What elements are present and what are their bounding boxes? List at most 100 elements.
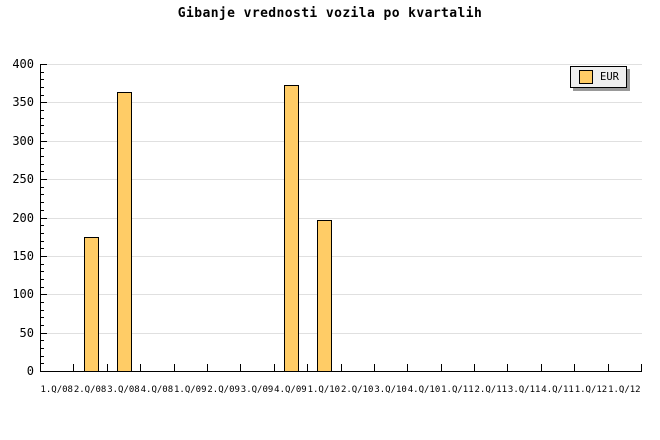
x-axis-tick bbox=[73, 364, 74, 371]
legend: EUR bbox=[570, 66, 627, 88]
y-axis-minor-tick bbox=[41, 125, 44, 126]
x-axis-tick-label: 1.Q/12 bbox=[574, 385, 608, 395]
x-axis-tick bbox=[307, 364, 308, 371]
y-axis-minor-tick bbox=[41, 287, 44, 288]
gridline bbox=[41, 294, 642, 295]
gridline bbox=[41, 333, 642, 334]
y-axis-minor-tick bbox=[41, 156, 44, 157]
x-axis-tick bbox=[174, 364, 175, 371]
y-axis-minor-tick bbox=[41, 340, 44, 341]
y-axis-minor-tick bbox=[41, 95, 44, 96]
x-axis-tick-label: 1.Q/08 bbox=[40, 385, 73, 395]
x-axis-tick-label: 1.Q/11 bbox=[441, 385, 474, 395]
x-axis-tick bbox=[541, 364, 542, 371]
y-axis-tick-label: 200 bbox=[12, 211, 34, 225]
x-axis-tick-label: 3.Q/10 bbox=[374, 385, 407, 395]
gridline bbox=[41, 102, 642, 103]
x-axis-tick bbox=[341, 364, 342, 371]
gridline bbox=[41, 256, 642, 257]
gridline bbox=[41, 218, 642, 219]
x-axis-tick bbox=[574, 364, 575, 371]
y-axis-tick-label: 300 bbox=[12, 134, 34, 148]
y-axis-major-tick bbox=[41, 294, 47, 295]
y-axis-major-tick bbox=[41, 179, 47, 180]
x-axis-tick bbox=[274, 364, 275, 371]
chart-title: Gibanje vrednosti vozila po kvartalih bbox=[177, 6, 483, 21]
y-axis-minor-tick bbox=[41, 202, 44, 203]
y-axis-minor-tick bbox=[41, 248, 44, 249]
y-axis-major-tick bbox=[41, 64, 47, 65]
y-axis-minor-tick bbox=[41, 133, 44, 134]
y-axis-minor-tick bbox=[41, 264, 44, 265]
y-axis-minor-tick bbox=[41, 310, 44, 311]
y-axis-tick-label: 100 bbox=[12, 287, 34, 301]
x-axis-tick-label: 1.Q/10 bbox=[307, 385, 341, 395]
y-axis-tick-label: 150 bbox=[12, 249, 34, 263]
x-axis-tick-label: 2.Q/08 bbox=[73, 385, 107, 395]
x-axis-tick-label: 2.Q/10 bbox=[340, 385, 374, 395]
y-axis-minor-tick bbox=[41, 271, 44, 272]
x-axis-tick-label: 3.Q/09 bbox=[240, 385, 274, 395]
legend-series-label: EUR bbox=[600, 71, 619, 83]
y-axis-major-tick bbox=[41, 333, 47, 334]
x-axis-tick-label: 3.Q/08 bbox=[107, 385, 140, 395]
y-axis-major-tick bbox=[41, 218, 47, 219]
y-axis-minor-tick bbox=[41, 171, 44, 172]
bar-4.Q/09 bbox=[284, 85, 299, 371]
x-axis-tick bbox=[107, 364, 108, 371]
y-axis-minor-tick bbox=[41, 233, 44, 234]
y-axis-minor-tick bbox=[41, 279, 44, 280]
x-axis-tick-label: 2.Q/11 bbox=[474, 385, 508, 395]
y-axis-major-tick bbox=[41, 102, 47, 103]
y-axis-tick-label: 0 bbox=[26, 364, 34, 378]
x-axis-tick bbox=[507, 364, 508, 371]
y-axis-minor-tick bbox=[41, 363, 44, 364]
bar-1.Q/10 bbox=[317, 220, 332, 371]
y-axis-minor-tick bbox=[41, 325, 44, 326]
y-axis-minor-tick bbox=[41, 241, 44, 242]
y-axis-minor-tick bbox=[41, 79, 44, 80]
plot-area bbox=[40, 64, 642, 372]
x-axis-tick bbox=[474, 364, 475, 371]
y-axis-minor-tick bbox=[41, 317, 44, 318]
legend-swatch-icon bbox=[579, 70, 593, 84]
y-axis-tick-label: 50 bbox=[19, 326, 34, 340]
y-axis-minor-tick bbox=[41, 187, 44, 188]
y-axis-tick-label: 350 bbox=[12, 95, 34, 109]
y-axis-minor-tick bbox=[41, 118, 44, 119]
y-axis-minor-tick bbox=[41, 164, 44, 165]
y-axis-minor-tick bbox=[41, 110, 44, 111]
gridline bbox=[41, 179, 642, 180]
y-axis-minor-tick bbox=[41, 148, 44, 149]
bar-2.Q/08 bbox=[84, 237, 99, 371]
y-axis-minor-tick bbox=[41, 194, 44, 195]
y-axis-major-tick bbox=[41, 141, 47, 142]
x-axis-tick bbox=[441, 364, 442, 371]
y-axis-minor-tick bbox=[41, 72, 44, 73]
y-axis-minor-tick bbox=[41, 356, 44, 357]
x-axis-tick bbox=[207, 364, 208, 371]
y-axis-tick-label: 400 bbox=[12, 57, 34, 71]
x-axis-labels: 1.Q/08 2.Q/08 3.Q/08 4.Q/08 1.Q/09 2.Q/09 3.Q/… bbox=[40, 385, 641, 395]
y-axis-minor-tick bbox=[41, 87, 44, 88]
x-axis-tick bbox=[140, 364, 141, 371]
x-axis-tick-label: 4.Q/10 bbox=[407, 385, 441, 395]
x-axis-tick-label: 3.Q/11 bbox=[507, 385, 541, 395]
x-axis-tick-label: 2.Q/09 bbox=[207, 385, 240, 395]
x-axis-tick-label: 1.Q/09 bbox=[174, 385, 207, 395]
y-axis-minor-tick bbox=[41, 348, 44, 349]
x-axis-tick bbox=[608, 364, 609, 371]
x-axis-tick bbox=[407, 364, 408, 371]
x-axis-tick-label: 4.Q/11 bbox=[541, 385, 574, 395]
x-axis-tick-label: 4.Q/09 bbox=[274, 385, 307, 395]
x-axis-tick bbox=[641, 364, 642, 371]
y-axis-minor-tick bbox=[41, 302, 44, 303]
y-axis-minor-tick bbox=[41, 210, 44, 211]
gridline bbox=[41, 64, 642, 65]
x-axis-tick bbox=[374, 364, 375, 371]
bar-3.Q/08 bbox=[117, 92, 132, 371]
y-axis-tick-label: 250 bbox=[12, 172, 34, 186]
y-axis-minor-tick bbox=[41, 225, 44, 226]
x-axis-tick bbox=[240, 364, 241, 371]
